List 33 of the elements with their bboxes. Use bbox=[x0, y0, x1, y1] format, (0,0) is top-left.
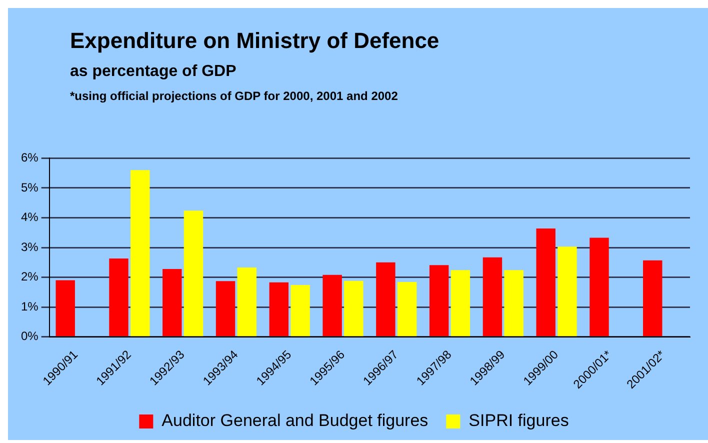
y-tick-label: 0% bbox=[21, 329, 39, 344]
bar bbox=[216, 281, 236, 336]
legend-label: Auditor General and Budget figures bbox=[162, 411, 428, 430]
bar bbox=[290, 285, 310, 336]
bar bbox=[237, 267, 256, 336]
bar bbox=[269, 282, 289, 336]
bar bbox=[376, 262, 396, 336]
y-tick-label: 4% bbox=[21, 210, 39, 224]
bar bbox=[109, 258, 128, 336]
bar bbox=[130, 170, 150, 336]
y-tick-label: 1% bbox=[21, 299, 39, 314]
bar bbox=[558, 246, 577, 336]
bar bbox=[184, 210, 204, 336]
chart-subtitle: as percentage of GDP bbox=[70, 63, 236, 81]
bar bbox=[590, 238, 609, 336]
bar bbox=[450, 270, 470, 336]
legend-label: SIPRI figures bbox=[468, 411, 569, 430]
bar bbox=[482, 257, 502, 336]
bar bbox=[397, 282, 417, 336]
bar bbox=[56, 280, 75, 336]
bar bbox=[536, 228, 556, 336]
bar bbox=[162, 268, 182, 336]
bar bbox=[504, 270, 524, 336]
bar bbox=[429, 265, 449, 336]
bar bbox=[643, 260, 662, 336]
bar bbox=[344, 280, 364, 336]
bar bbox=[322, 274, 342, 336]
text: *using official projections of GDP for 2000, 2001 and 2002 bbox=[70, 89, 398, 103]
y-tick-label: 6% bbox=[21, 150, 39, 165]
y-tick-label: 3% bbox=[21, 240, 39, 254]
y-tick-label: 5% bbox=[21, 180, 39, 194]
chart-title: Expenditure on Ministry of Defence bbox=[70, 28, 440, 54]
y-tick-label: 2% bbox=[21, 270, 39, 284]
